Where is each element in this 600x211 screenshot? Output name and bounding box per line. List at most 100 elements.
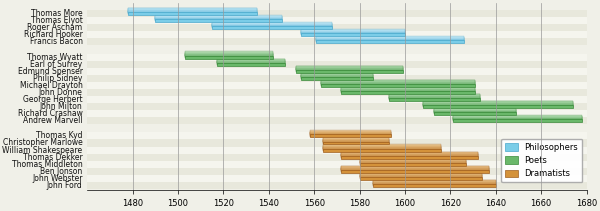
Bar bbox=[359, 160, 466, 163]
Bar bbox=[434, 109, 516, 112]
Bar bbox=[321, 80, 475, 83]
Bar bbox=[341, 154, 478, 156]
Bar bbox=[434, 112, 516, 115]
Bar bbox=[301, 29, 405, 32]
Bar bbox=[423, 105, 573, 108]
Bar bbox=[323, 139, 389, 142]
Bar bbox=[341, 154, 478, 157]
Text: Philip Sidney: Philip Sidney bbox=[33, 74, 83, 83]
Text: Thomas Wyatt: Thomas Wyatt bbox=[27, 53, 83, 62]
Text: George Herbert: George Herbert bbox=[23, 95, 83, 104]
Bar bbox=[301, 75, 373, 77]
Text: Edmund Spenser: Edmund Spenser bbox=[17, 67, 83, 76]
Bar bbox=[341, 151, 478, 154]
Bar bbox=[341, 90, 475, 93]
Bar bbox=[217, 60, 284, 63]
Bar bbox=[423, 101, 573, 103]
Bar bbox=[212, 23, 332, 25]
Bar bbox=[310, 134, 391, 137]
Bar bbox=[185, 55, 273, 58]
Bar bbox=[128, 8, 257, 11]
Bar bbox=[128, 11, 257, 13]
Bar bbox=[341, 89, 475, 92]
Bar bbox=[301, 32, 405, 35]
Bar bbox=[87, 182, 587, 189]
Bar bbox=[389, 96, 480, 99]
Bar bbox=[155, 16, 283, 19]
Bar bbox=[87, 117, 587, 124]
Bar bbox=[296, 70, 403, 73]
Bar bbox=[323, 142, 389, 145]
Bar bbox=[452, 116, 582, 119]
Legend: Philosophers, Poets, Dramatists: Philosophers, Poets, Dramatists bbox=[501, 139, 583, 182]
Bar bbox=[323, 146, 441, 149]
Bar bbox=[423, 102, 573, 105]
Bar bbox=[296, 68, 403, 71]
Bar bbox=[389, 97, 480, 100]
Bar bbox=[301, 30, 405, 32]
Bar bbox=[359, 174, 482, 177]
Bar bbox=[87, 68, 587, 75]
Bar bbox=[301, 30, 405, 33]
Bar bbox=[212, 22, 332, 24]
Bar bbox=[87, 96, 587, 103]
Bar bbox=[423, 104, 573, 106]
Bar bbox=[301, 75, 373, 78]
Bar bbox=[185, 54, 273, 56]
Bar bbox=[301, 32, 405, 34]
Bar bbox=[217, 62, 284, 65]
Bar bbox=[321, 80, 475, 82]
Bar bbox=[87, 161, 587, 168]
Bar bbox=[341, 169, 489, 172]
Bar bbox=[217, 61, 284, 63]
Bar bbox=[359, 163, 466, 166]
Text: Ben Jonson: Ben Jonson bbox=[40, 167, 83, 176]
Bar bbox=[359, 162, 466, 165]
Text: Thomas Elyot: Thomas Elyot bbox=[31, 16, 83, 25]
Bar bbox=[359, 173, 482, 175]
Text: Francis Bacon: Francis Bacon bbox=[29, 37, 83, 46]
Bar bbox=[316, 37, 464, 39]
Bar bbox=[87, 133, 587, 139]
Bar bbox=[423, 104, 573, 107]
Bar bbox=[128, 12, 257, 15]
Bar bbox=[389, 94, 480, 96]
Bar bbox=[87, 139, 587, 146]
Bar bbox=[341, 87, 475, 89]
Bar bbox=[341, 166, 489, 168]
Bar bbox=[341, 87, 475, 90]
Bar bbox=[373, 183, 496, 185]
Bar bbox=[87, 89, 587, 96]
Bar bbox=[301, 77, 373, 80]
Bar bbox=[321, 83, 475, 86]
Bar bbox=[185, 52, 273, 55]
Bar bbox=[128, 10, 257, 13]
Bar bbox=[359, 176, 482, 178]
Text: Thomas Middleton: Thomas Middleton bbox=[12, 160, 83, 169]
Bar bbox=[185, 55, 273, 58]
Bar bbox=[323, 137, 389, 140]
Bar bbox=[321, 84, 475, 87]
Text: Andrew Marvell: Andrew Marvell bbox=[23, 116, 83, 125]
Bar bbox=[310, 133, 391, 135]
Bar bbox=[341, 167, 489, 170]
Bar bbox=[87, 24, 587, 31]
Text: Thomas More: Thomas More bbox=[31, 9, 83, 18]
Text: Thomas Dekker: Thomas Dekker bbox=[23, 153, 83, 162]
Bar bbox=[321, 82, 475, 84]
Bar bbox=[341, 170, 489, 173]
Bar bbox=[434, 108, 516, 111]
Text: Earl of Surrey: Earl of Surrey bbox=[31, 60, 83, 69]
Bar bbox=[212, 26, 332, 29]
Bar bbox=[217, 58, 284, 61]
Bar bbox=[341, 166, 489, 169]
Bar bbox=[389, 95, 480, 98]
Bar bbox=[373, 180, 496, 183]
Bar bbox=[87, 82, 587, 89]
Bar bbox=[359, 159, 466, 162]
Bar bbox=[217, 59, 284, 62]
Bar bbox=[87, 38, 587, 45]
Bar bbox=[128, 9, 257, 12]
Bar bbox=[301, 74, 373, 77]
Bar bbox=[434, 111, 516, 114]
